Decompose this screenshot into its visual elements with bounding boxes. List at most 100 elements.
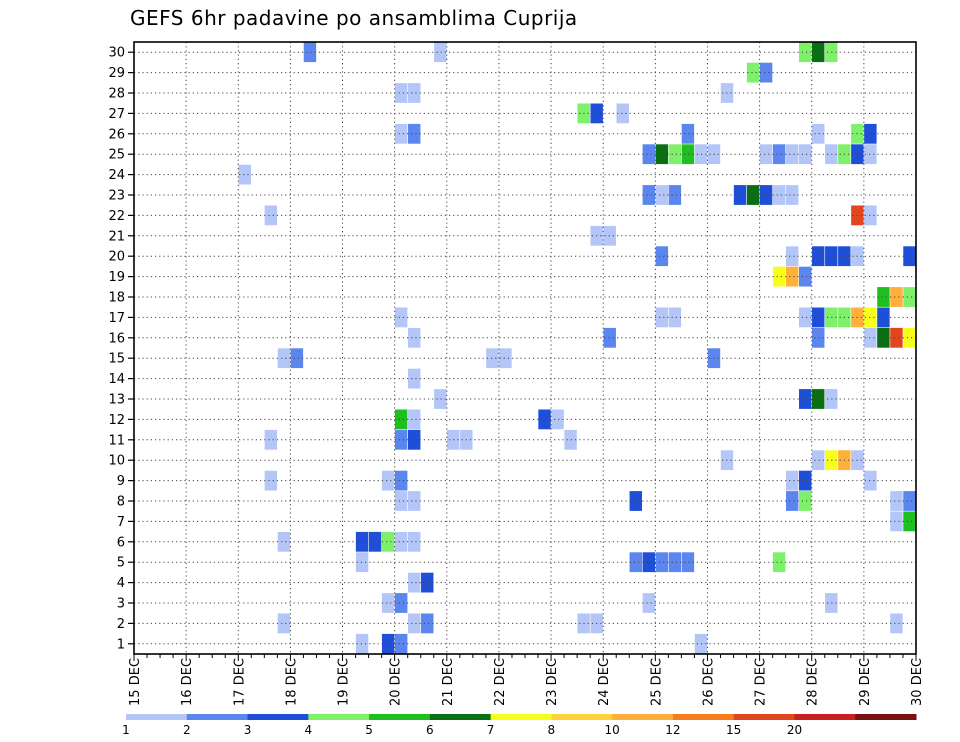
heatmap-cell <box>812 327 825 348</box>
heatmap-cell <box>772 144 786 165</box>
heatmap-cell <box>785 491 799 511</box>
heatmap-cell <box>277 613 291 634</box>
heatmap-cell <box>812 307 825 328</box>
heatmap-cell <box>408 123 421 144</box>
colorbar-segment <box>308 714 370 720</box>
colorbar-label: 1 <box>122 723 130 737</box>
y-tick-label: 4 <box>117 576 125 591</box>
heatmap-cell <box>655 552 669 573</box>
heatmap-cell <box>864 307 877 328</box>
y-tick-label: 9 <box>117 474 125 489</box>
heatmap-cell <box>799 307 812 328</box>
y-tick-label: 14 <box>108 372 125 387</box>
heatmap-cell <box>408 572 421 593</box>
x-tick-label: 18 DEC <box>284 658 299 706</box>
colorbar-segment <box>551 714 613 720</box>
heatmap-cell <box>408 613 421 634</box>
heatmap-cell <box>746 62 760 83</box>
heatmap-cell <box>903 287 916 307</box>
heatmap-cell <box>642 185 656 205</box>
colorbar-label: 2 <box>183 723 191 737</box>
heatmap-cell <box>629 491 642 511</box>
colorbar-label: 15 <box>726 723 741 737</box>
heatmap-cell <box>381 470 395 491</box>
heatmap-cell <box>799 266 812 287</box>
heatmap-cell <box>694 633 708 654</box>
heatmap-cell <box>290 348 304 369</box>
y-tick-label: 12 <box>108 413 125 428</box>
heatmap-cell <box>394 123 408 144</box>
x-tick-label: 23 DEC <box>545 658 560 706</box>
y-tick-label: 7 <box>117 515 125 530</box>
heatmap-cell <box>394 307 408 328</box>
heatmap-cell <box>499 348 512 369</box>
heatmap-cell <box>264 470 278 491</box>
colorbar-segment <box>429 714 492 720</box>
x-tick-label: 27 DEC <box>754 658 769 706</box>
heatmap-cells <box>238 42 916 654</box>
heatmap-cell <box>668 185 682 205</box>
heatmap-cell <box>655 144 669 165</box>
heatmap-cell <box>759 144 773 165</box>
heatmap-cell <box>655 246 669 267</box>
y-tick-label: 19 <box>108 270 125 285</box>
x-tick-label: 21 DEC <box>441 658 456 706</box>
heatmap-cell <box>903 246 916 267</box>
y-tick-label: 29 <box>108 66 125 81</box>
heatmap-cell <box>394 531 408 552</box>
colorbar-label: 5 <box>365 723 373 737</box>
heatmap-cell <box>785 266 799 287</box>
y-tick-label: 21 <box>108 229 125 244</box>
x-tick-label: 29 DEC <box>858 658 873 706</box>
heatmap-cell <box>355 633 369 654</box>
colorbar-segment <box>855 714 917 720</box>
y-tick-label: 22 <box>108 209 125 224</box>
heatmap-cell <box>434 389 447 409</box>
colorbar-segment <box>369 714 431 720</box>
heatmap-cell <box>629 552 642 573</box>
x-tick-label: 22 DEC <box>493 658 508 706</box>
heatmap-cell <box>785 470 799 491</box>
colorbar-segment <box>126 714 188 720</box>
x-tick-label: 24 DEC <box>597 658 612 706</box>
heatmap-cell <box>277 531 291 552</box>
heatmap-cell <box>799 470 812 491</box>
y-tick-label: 1 <box>117 637 125 652</box>
heatmap-cell <box>681 123 695 144</box>
y-tick-label: 13 <box>108 393 125 408</box>
heatmap-cell <box>277 348 291 369</box>
heatmap-cell <box>890 327 903 348</box>
heatmap-cell <box>877 287 890 307</box>
heatmap-cell <box>785 144 799 165</box>
heatmap-cell <box>668 144 682 165</box>
heatmap-cell <box>368 531 382 552</box>
heatmap-cell <box>772 266 786 287</box>
heatmap-cell <box>421 572 434 593</box>
heatmap-cell <box>812 450 825 471</box>
heatmap-cell <box>303 42 317 63</box>
heatmap-cell <box>408 409 421 430</box>
heatmap-cell <box>394 429 408 450</box>
heatmap-cell <box>864 205 877 226</box>
heatmap-cell <box>434 42 447 63</box>
heatmap-cell <box>355 531 369 552</box>
y-tick-label: 28 <box>108 87 125 102</box>
heatmap-cell <box>799 389 812 409</box>
heatmap-cell <box>733 185 747 205</box>
heatmap-cell <box>264 205 278 226</box>
x-axis-ticks: 15 DEC 16 DEC 17 DEC 18 DEC 19 DEC 20 DEC 21 D… <box>128 654 925 706</box>
y-tick-label: 15 <box>108 352 125 367</box>
heatmap-cell <box>799 144 812 165</box>
heatmap-cell <box>668 552 682 573</box>
y-tick-label: 8 <box>117 495 125 510</box>
heatmap-cell <box>681 552 695 573</box>
heatmap-cell <box>785 246 799 267</box>
colorbar: 1 2 3 4 5 6 7 8 10 12 15 20 <box>122 714 917 737</box>
colorbar-label: 20 <box>787 723 802 737</box>
heatmap-cell <box>394 633 408 654</box>
x-tick-label: 17 DEC <box>232 658 247 706</box>
colorbar-label: 8 <box>548 723 556 737</box>
colorbar-segment <box>612 714 674 720</box>
heatmap-cell <box>642 144 656 165</box>
colorbar-label: 4 <box>304 723 312 737</box>
